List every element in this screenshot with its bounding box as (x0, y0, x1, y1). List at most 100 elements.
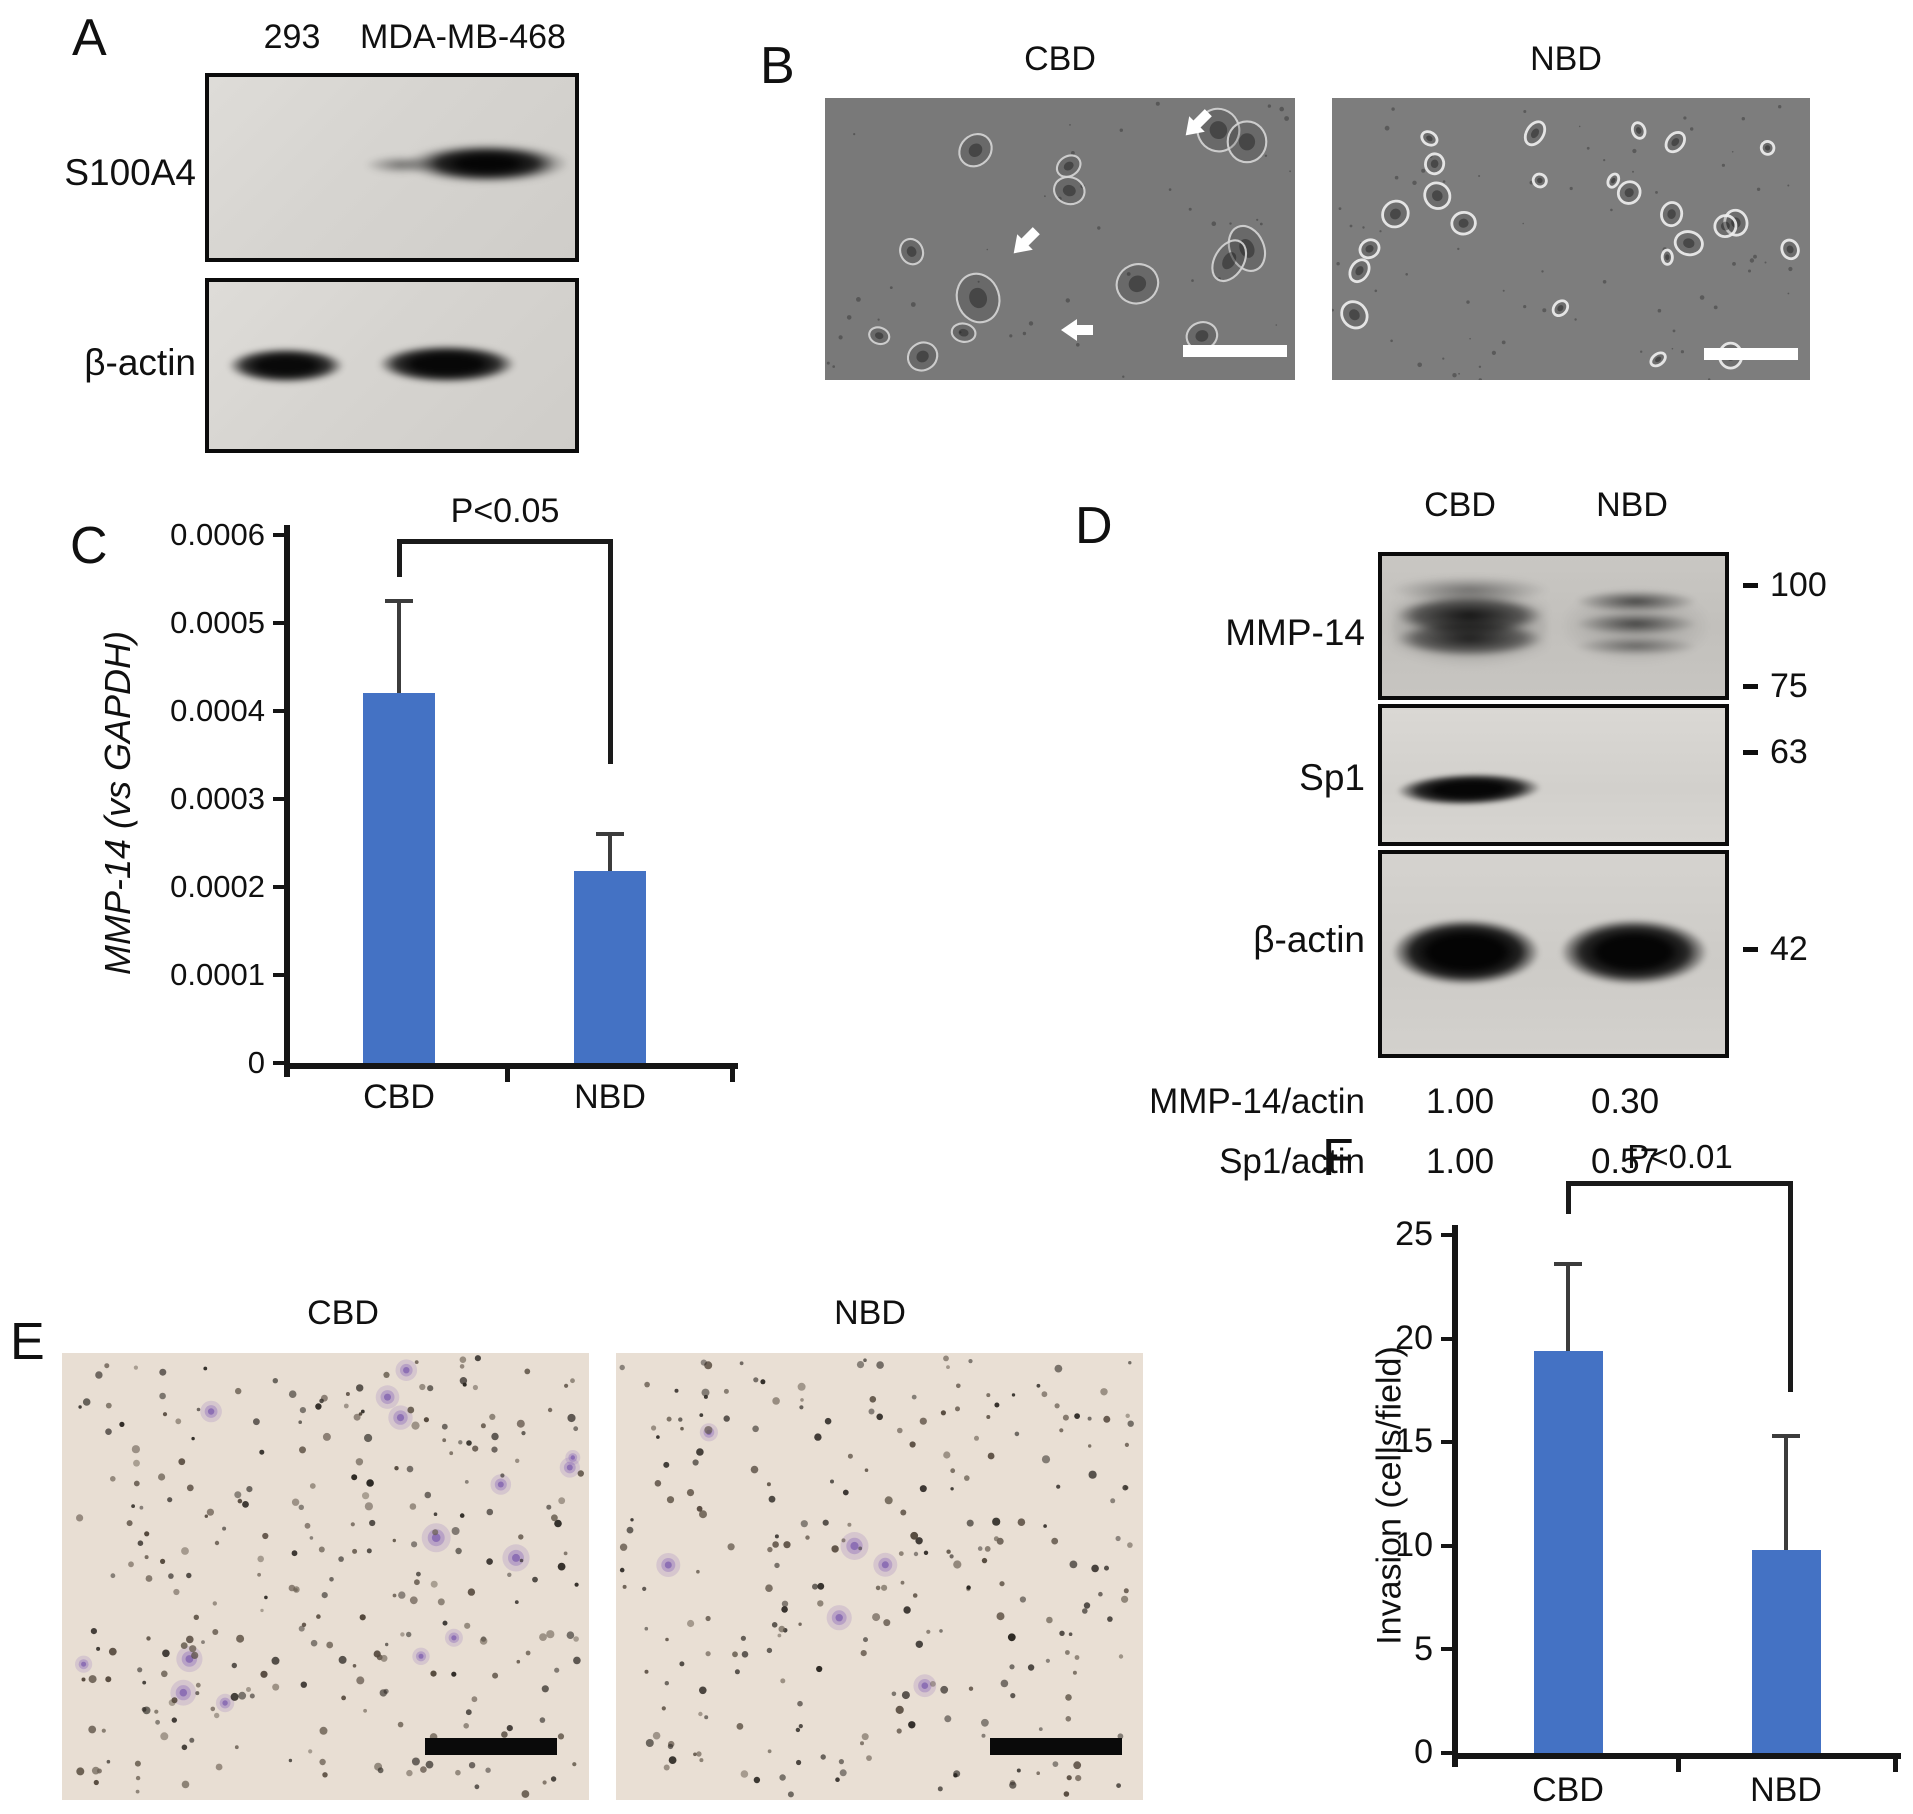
mw-marker-tick (1743, 947, 1758, 952)
mw-marker-63: 63 (1770, 733, 1808, 771)
western-blot-s100a4 (205, 73, 579, 262)
phase-contrast-micrograph-nbd (1332, 98, 1810, 380)
error-bar-cap (385, 599, 413, 603)
panel-f-label: F (1322, 1129, 1354, 1187)
scale-bar (1704, 348, 1798, 360)
y-tick-label: 5 (1414, 1629, 1433, 1668)
y-tick-label: 0 (247, 1045, 265, 1081)
panel-c-label: C (70, 517, 108, 575)
y-tick-mark (273, 1061, 287, 1065)
arrow-icon (1013, 227, 1040, 254)
mw-marker-tick (1743, 583, 1758, 588)
error-bar-cap (596, 832, 624, 837)
x-tick-mark (1893, 1759, 1898, 1772)
mw-marker-tick (1743, 750, 1758, 755)
micrograph-background (1332, 98, 1810, 380)
y-tick-label: 0.0004 (170, 693, 265, 729)
significance-bracket (608, 539, 613, 764)
scale-bar (425, 1738, 557, 1755)
mw-marker-75: 75 (1770, 667, 1808, 705)
significance-bracket (397, 539, 613, 544)
blot-row-label-mmp14: MMP-14 (1225, 612, 1365, 653)
sp1-band-cbd (1391, 764, 1548, 812)
x-category-label: CBD (1532, 1771, 1604, 1809)
micrograph-background (616, 1353, 1143, 1800)
y-tick-label: 20 (1395, 1318, 1433, 1357)
significance-bracket (1566, 1181, 1793, 1186)
x-tick-mark (505, 1069, 510, 1082)
y-tick-label: 0.0006 (170, 517, 265, 553)
panel-d-label: D (1075, 497, 1113, 555)
actin-band-cbd (1388, 910, 1544, 994)
western-blot-sp1 (1378, 704, 1729, 846)
western-blot-actin-a (205, 278, 579, 453)
panel-e-label: E (10, 1313, 45, 1371)
y-tick-label: 10 (1395, 1526, 1433, 1565)
error-bar-line (1566, 1264, 1570, 1352)
quant-value: 1.00 (1425, 1082, 1495, 1121)
significance-bracket (397, 539, 402, 577)
blot-row-label-sp1: Sp1 (1299, 757, 1365, 798)
quant-row-label-mmp14: MMP-14/actin (1149, 1082, 1365, 1121)
quant-value: 0.30 (1590, 1082, 1660, 1121)
actin-band-lane1 (219, 342, 352, 389)
panel-b-label: B (760, 37, 795, 95)
x-category-label: NBD (574, 1078, 646, 1116)
y-tick-mark (1441, 1233, 1455, 1237)
p-value-label: P<0.05 (450, 492, 560, 530)
invasion-image-title-cbd: CBD (307, 1294, 379, 1332)
blot-row-label-s100a4: S100A4 (64, 152, 196, 193)
invasion-assay-micrograph-nbd (616, 1353, 1143, 1800)
y-axis-line (1452, 1225, 1458, 1767)
quant-value: 0.57 (1590, 1142, 1660, 1181)
blot-row-label-actin-d: β-actin (1253, 919, 1365, 960)
micrograph-title-nbd: NBD (1530, 40, 1602, 78)
y-tick-mark (1441, 1647, 1455, 1652)
quant-row-label-sp1: Sp1/actin (1219, 1142, 1365, 1181)
y-tick-mark (273, 885, 287, 889)
p-value-label: P<0.01 (1627, 1138, 1733, 1175)
x-category-label: CBD (363, 1078, 435, 1116)
x-axis-line (1452, 1753, 1901, 1759)
error-bar-cap (1554, 1262, 1582, 1266)
bar-cbd (363, 693, 435, 1063)
micrograph-title-cbd: CBD (1024, 40, 1096, 78)
quant-value: 1.00 (1425, 1142, 1495, 1181)
y-tick-label: 0.0003 (170, 781, 265, 817)
western-blot-actin-d (1378, 850, 1729, 1058)
phase-contrast-micrograph-cbd (825, 98, 1295, 380)
y-tick-mark (273, 621, 287, 625)
y-tick-label: 15 (1395, 1422, 1433, 1461)
scale-bar (990, 1738, 1122, 1755)
y-tick-label: 0.0001 (170, 957, 265, 993)
x-category-label: NBD (1750, 1771, 1822, 1809)
significance-bracket (1566, 1181, 1571, 1214)
lane-label-mda-mb-468: MDA-MB-468 (360, 18, 566, 56)
bar-cbd (1533, 1351, 1603, 1753)
error-bar-line (608, 834, 612, 872)
mmp14-band-nbd (1563, 570, 1708, 682)
y-tick-mark (1441, 1336, 1455, 1341)
y-tick-label: 25 (1395, 1215, 1433, 1254)
y-axis-line (284, 525, 290, 1077)
sp1-band-nbd (1567, 759, 1701, 802)
blot-row-label-actin-a: β-actin (84, 342, 196, 383)
x-axis-line (284, 1063, 738, 1069)
mw-marker-100: 100 (1770, 566, 1827, 604)
arrow-icon (1185, 109, 1212, 136)
invasion-chart: Invasion (cells/field) 0 5 10 15 20 25 CBD NBD (1320, 1130, 1913, 1814)
y-tick-label: 0.0002 (170, 869, 265, 905)
y-tick-mark (273, 709, 287, 713)
error-bar-line (397, 601, 401, 694)
invasion-image-title-nbd: NBD (834, 1294, 906, 1332)
lane-label-nbd: NBD (1596, 486, 1668, 524)
significance-bracket (1788, 1181, 1793, 1392)
western-blot-mmp14 (1378, 552, 1729, 700)
mw-marker-42: 42 (1770, 930, 1808, 968)
white-arrows (1013, 109, 1212, 341)
s100a4-band (355, 131, 568, 197)
mmp14-expression-chart: MMP-14 (vs GAPDH) 0 0.0001 0.0002 0.0003 0.0… (60, 470, 800, 1170)
y-tick-mark (1441, 1440, 1455, 1445)
y-tick-mark (1441, 1543, 1455, 1548)
